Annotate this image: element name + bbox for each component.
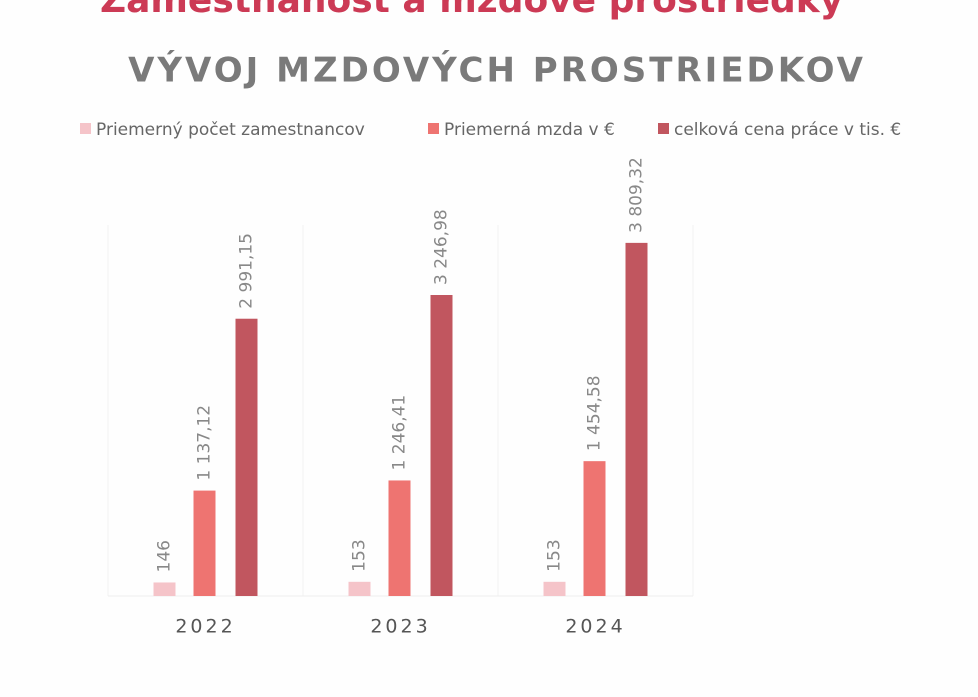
data-label: 153 [545,539,565,571]
bar [153,582,176,596]
bar [388,480,411,596]
bar [583,461,606,596]
chart-title: VÝVOJ MZDOVÝCH PROSTRIEDKOV [128,50,866,91]
legend-label: celková cena práce v tis. € [674,120,901,140]
bar [625,242,648,596]
legend-label: Priemerná mzda v € [444,120,615,140]
bar [543,581,566,596]
data-label: 3 246,98 [432,209,452,285]
data-label: 1 137,12 [195,405,215,481]
data-label: 2 991,15 [237,233,257,309]
bar [348,581,371,596]
page-heading: Zamestnanosť a mzdové prostriedky [100,0,843,21]
x-tick-label: 2024 [565,616,625,638]
bar [193,490,216,596]
data-label: 153 [350,539,370,571]
bar [235,318,258,596]
data-label: 1 454,58 [585,375,605,451]
bar [430,295,453,596]
data-label: 3 809,32 [627,157,647,233]
x-tick-label: 2022 [175,616,235,638]
legend-swatch [658,123,669,134]
data-label: 146 [155,540,175,572]
legend-swatch [80,123,91,134]
legend-swatch [428,123,439,134]
x-tick-label: 2023 [370,616,430,638]
data-label: 1 246,41 [390,395,410,471]
legend-label: Priemerný počet zamestnancov [96,120,365,140]
